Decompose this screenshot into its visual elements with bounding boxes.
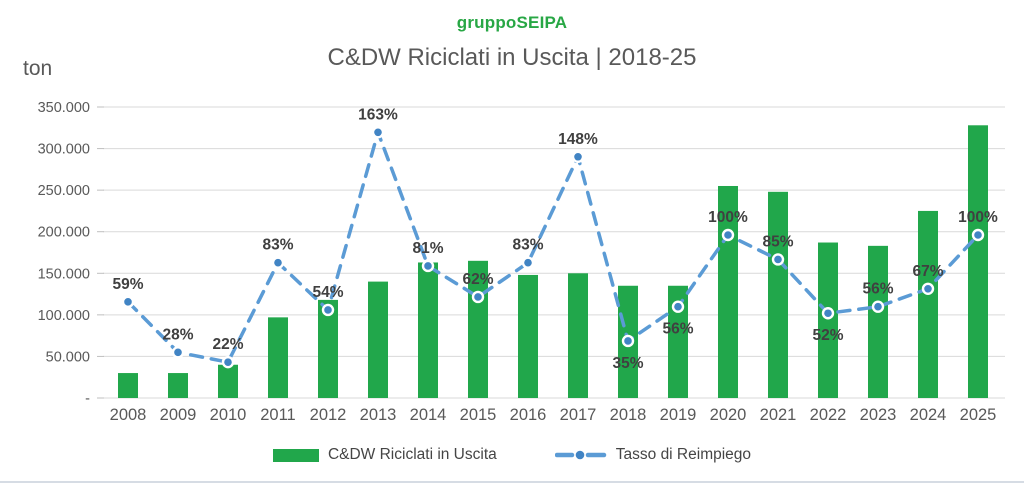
x-axis-label-2018: 2018	[610, 406, 647, 424]
data-label-2013: 163%	[358, 106, 398, 123]
data-label-2015: 62%	[462, 271, 493, 288]
marker-2012	[321, 303, 335, 317]
marker-2024	[921, 282, 935, 295]
bar-2019	[668, 285, 688, 398]
data-label-2023: 56%	[862, 281, 893, 298]
data-label-2025: 100%	[958, 209, 998, 226]
bar-2017	[568, 273, 588, 398]
data-label-2010: 22%	[212, 336, 243, 353]
data-label-2011: 83%	[262, 237, 293, 254]
data-label-2022: 52%	[812, 327, 843, 344]
legend-item-bars: C&DW Riciclati in Uscita	[272, 446, 497, 464]
x-axis-label-2022: 2022	[810, 406, 847, 424]
bar-2016	[518, 274, 538, 398]
bar-series-swatch	[272, 448, 319, 462]
brand-title: gruppoSEIPA	[456, 13, 568, 32]
marker-2017	[571, 150, 585, 163]
bar-2010	[218, 364, 238, 398]
x-axis-label-2025: 2025	[960, 406, 997, 424]
bar-2008	[118, 373, 138, 398]
x-axis-label-2008: 2008	[110, 406, 147, 424]
marker-2021	[771, 253, 785, 266]
line-series-swatch	[554, 450, 607, 460]
legend: C&DW Riciclati in Uscita Tasso di Reimpi…	[0, 446, 1024, 464]
data-label-2012: 54%	[312, 284, 343, 301]
marker-2011	[271, 256, 285, 269]
bar-2022	[818, 242, 838, 398]
marker-2013	[371, 126, 385, 139]
x-axis-label-2016: 2016	[510, 406, 547, 424]
data-label-2021: 85%	[762, 233, 793, 250]
bar-2023	[868, 245, 888, 398]
data-label-2019: 56%	[662, 321, 693, 338]
x-axis-label-2021: 2021	[760, 406, 797, 424]
tasso-line	[126, 126, 980, 365]
marker-2014	[421, 259, 435, 273]
data-label-2009: 28%	[162, 326, 193, 343]
bar-2024	[918, 210, 938, 398]
bar-2013	[368, 281, 388, 398]
marker-2010	[221, 355, 235, 369]
x-axis-label-2019: 2019	[660, 406, 697, 424]
data-label-2016: 83%	[512, 237, 543, 254]
x-axis-label-2015: 2015	[460, 406, 497, 424]
marker-2023	[871, 300, 885, 313]
y-axis-label-150000: 150.000	[38, 266, 90, 282]
marker-2022	[821, 307, 835, 320]
marker-2009	[171, 346, 185, 359]
bar-2009	[168, 373, 188, 398]
plot-area: - 50.000 100.000 150.000 200.000 250.000 300.0…	[38, 100, 1005, 424]
bar-2011	[268, 317, 288, 398]
marker-2020	[721, 228, 735, 242]
x-axis-label-2014: 2014	[410, 406, 447, 424]
data-label-2018: 35%	[612, 355, 643, 372]
y-axis-label-0: -	[85, 391, 90, 407]
x-axis-label-2023: 2023	[860, 406, 897, 424]
bottom-divider	[0, 481, 1024, 483]
x-axis-label-2009: 2009	[160, 406, 197, 424]
legend-label-bars: C&DW Riciclati in Uscita	[327, 446, 497, 463]
bar-2025	[968, 125, 988, 398]
marker-2019	[671, 300, 685, 313]
marker-2008	[121, 295, 135, 309]
x-axis-label-2010: 2010	[210, 406, 247, 424]
data-label-2008: 59%	[112, 276, 143, 293]
x-axis-label-2011: 2011	[260, 406, 295, 424]
bar-2012	[318, 299, 338, 398]
marker-2015	[471, 290, 485, 304]
x-axis-label-2020: 2020	[710, 406, 747, 424]
data-label-2020: 100%	[708, 209, 748, 226]
x-axis-label-2012: 2012	[310, 406, 347, 424]
y-axis-label-200000: 200.000	[38, 225, 90, 241]
bar-2020	[718, 185, 738, 398]
y-axis-label-350000: 350.000	[38, 100, 90, 116]
data-label-2017: 148%	[558, 131, 598, 148]
data-label-2024: 67%	[912, 263, 943, 280]
y-axis-label-250000: 250.000	[38, 183, 90, 199]
marker-2016	[521, 256, 535, 269]
x-axis-label-2013: 2013	[360, 406, 397, 424]
bar-2021	[768, 191, 788, 398]
y-axis-label-300000: 300.000	[38, 142, 90, 158]
bar-2014	[418, 262, 438, 398]
x-axis-label-2017: 2017	[560, 406, 597, 424]
x-axis-label-2024: 2024	[910, 406, 947, 424]
y-axis-label-50000: 50.000	[46, 349, 90, 365]
legend-label-line: Tasso di Reimpiego	[615, 446, 752, 463]
legend-item-line: Tasso di Reimpiego	[554, 446, 752, 464]
marker-2025	[971, 228, 985, 242]
chart-title: C&DW Riciclati in Uscita | 2018-25	[327, 44, 697, 71]
marker-2018	[621, 334, 635, 348]
data-label-2014: 81%	[412, 240, 443, 257]
y-axis-unit-label: ton	[23, 57, 53, 80]
y-axis-label-100000: 100.000	[38, 308, 90, 324]
